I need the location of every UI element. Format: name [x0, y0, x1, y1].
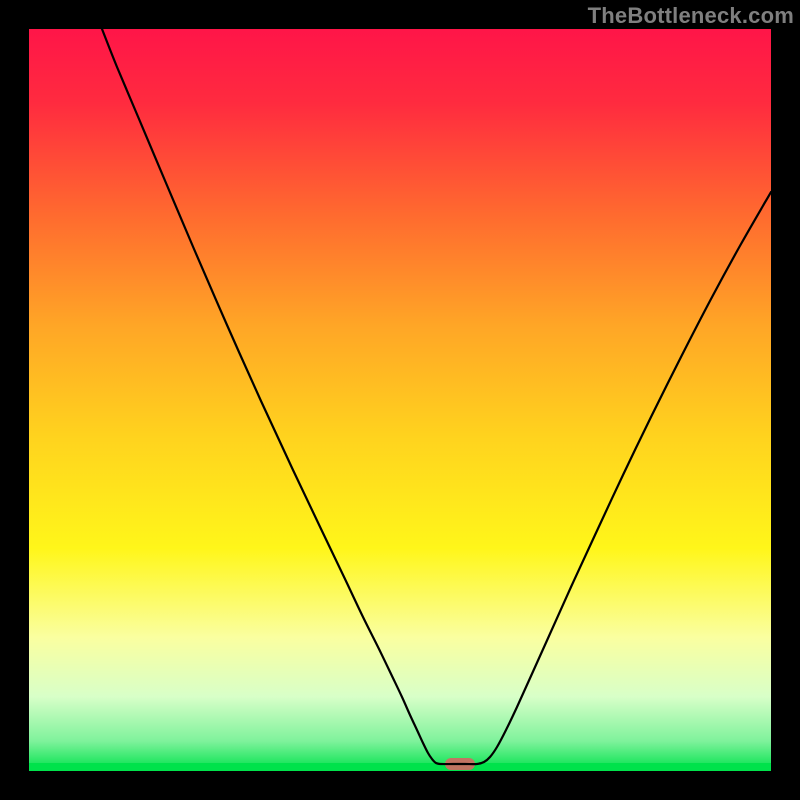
watermark-text: TheBottleneck.com	[588, 3, 794, 29]
plot-area	[29, 29, 771, 771]
plot-bottom-green-band	[29, 763, 771, 771]
bottleneck-chart-svg	[0, 0, 800, 800]
chart-stage: TheBottleneck.com	[0, 0, 800, 800]
